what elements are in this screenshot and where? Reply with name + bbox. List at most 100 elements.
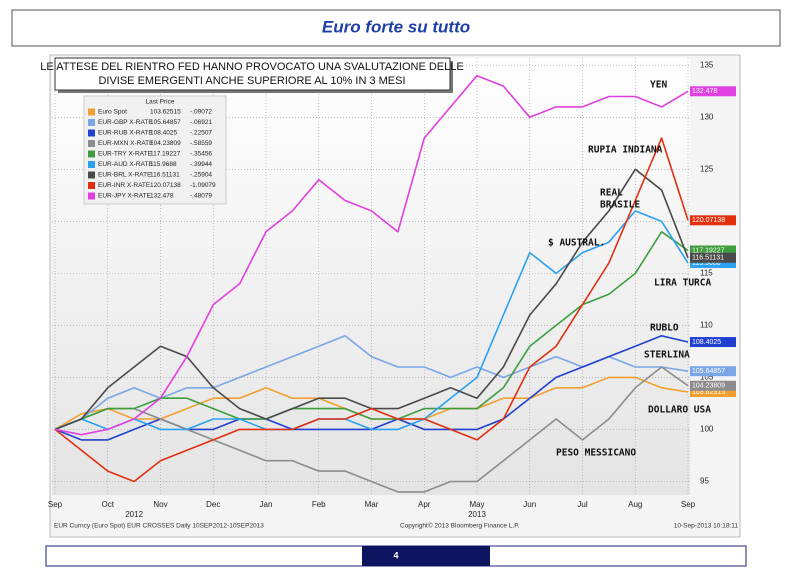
x-tick-label: Jan (260, 500, 273, 509)
page-number: 4 (393, 550, 398, 560)
legend-swatch (88, 129, 95, 137)
legend-name: EUR-JPY X-RATE (98, 193, 152, 200)
legend-change: -.22507 (190, 130, 212, 137)
legend-last: 115.9688 (150, 161, 177, 168)
x-tick-label: Aug (628, 500, 642, 509)
legend-last: 108.4025 (150, 130, 177, 137)
footer-right: 10-Sep-2013 10:18:11 (674, 523, 739, 530)
last-price-label: 108.4025 (692, 339, 721, 346)
annotation: YEN (650, 80, 667, 91)
legend-last: 116.51131 (150, 172, 180, 179)
last-price-box (690, 380, 736, 391)
x-tick-label: Jun (523, 500, 536, 509)
series-line (54, 137, 689, 483)
year-label: 2013 (468, 510, 486, 519)
legend-change: -.48079 (190, 193, 212, 200)
legend-name: EUR-MXN X-RATE (98, 140, 154, 147)
legend-last: 103.62515 (150, 109, 181, 116)
y-tick-label: 105 (700, 373, 714, 382)
annotation: REAL (600, 188, 623, 199)
annotation: RUPIA INDIANA (588, 145, 663, 156)
x-tick-label: Apr (418, 500, 431, 509)
x-tick-label: Sep (681, 500, 696, 509)
callout-line: LE ATTESE DEL RIENTRO FED HANNO PROVOCAT… (40, 61, 463, 73)
legend-swatch (88, 108, 95, 116)
last-price-box (690, 257, 736, 268)
legend-swatch (88, 150, 95, 158)
last-price-box (690, 86, 736, 97)
legend-last: 105.64857 (150, 119, 181, 126)
legend-name: EUR-AUD X-RATE (98, 161, 153, 168)
x-tick-label: May (469, 500, 484, 509)
legend-change: -.09072 (190, 109, 212, 116)
legend-change: -.39944 (190, 161, 212, 168)
y-tick-label: 125 (700, 164, 714, 173)
last-price-box (690, 366, 736, 377)
legend-swatch (88, 140, 95, 147)
annotation: STERLINA (644, 350, 690, 361)
annotation: PESO MESSICANO (556, 448, 636, 459)
legend-name: EUR-RUB X-RATE (98, 130, 153, 137)
last-price-label: 116.51131 (692, 255, 724, 262)
annotation: DOLLARO USA (648, 405, 711, 416)
last-price-label: 105.64857 (692, 368, 725, 375)
year-label: 2012 (125, 510, 143, 519)
legend-name: EUR-GBP X-RATE (98, 119, 153, 126)
x-tick-label: Oct (102, 500, 115, 509)
series-line (54, 366, 689, 493)
legend-box (83, 95, 227, 205)
y-tick-label: 115 (700, 268, 713, 277)
x-tick-label: Mar (365, 500, 379, 509)
y-tick-label: 110 (700, 321, 713, 330)
legend-last: 120.07138 (150, 182, 181, 189)
legend-last: 117.19227 (150, 151, 181, 158)
slide-title: Euro forte su tutto (322, 17, 470, 36)
legend-last: 104.23809 (150, 140, 181, 147)
legend-swatch (88, 161, 95, 168)
last-price-box (690, 386, 736, 397)
last-price-label: 117.19227 (692, 247, 725, 254)
y-tick-label: 130 (700, 112, 714, 121)
legend-name: EUR-BRL X-RATE (98, 172, 152, 179)
last-price-label: 104.23809 (692, 383, 725, 390)
y-tick-label: 100 (700, 425, 714, 434)
last-price-box (690, 252, 736, 263)
legend-name: EUR-TRY X-RATE (98, 151, 152, 158)
legend-change: -.06921 (190, 119, 212, 126)
series-line (54, 74, 689, 436)
x-tick-label: Dec (206, 500, 220, 509)
annotation: $ AUSTRAL. (548, 238, 605, 249)
series-lines (54, 74, 689, 493)
last-price-label: 103.62515 (692, 389, 725, 396)
x-tick-label: Feb (312, 500, 326, 509)
legend-swatch (88, 171, 95, 179)
series-line (54, 210, 689, 431)
x-tick-label: Jul (577, 500, 587, 509)
legend-swatch (88, 182, 95, 189)
callout-line: DIVISE EMERGENTI ANCHE SUPERIORE AL 10% … (98, 75, 405, 87)
legend-change: -.25904 (190, 172, 212, 179)
last-price-box (690, 337, 736, 348)
footer-center: Copyright© 2013 Bloomberg Finance L.P. (400, 522, 520, 530)
footer-left: EUR Curncy (Euro Spot) EUR CROSSES Daily… (54, 523, 264, 530)
x-tick-label: Sep (48, 500, 63, 509)
last-price-label: 115.9688 (692, 260, 721, 267)
x-tick-label: Nov (153, 500, 167, 509)
legend-swatch (88, 119, 95, 126)
legend-header: Last Price (146, 99, 175, 106)
y-tick-label: 135 (700, 60, 714, 69)
callout-box (54, 57, 451, 91)
annotation: LIRA TURCA (654, 278, 711, 289)
title-box (11, 9, 781, 47)
legend-name: EUR-INR X-RATE (98, 182, 151, 189)
annotation: RUBLO (650, 323, 679, 334)
page-number-box (362, 546, 490, 566)
legend-change: -1.09079 (190, 182, 216, 189)
last-price-label: 132.478 (692, 88, 717, 95)
last-price-box (690, 245, 736, 256)
legend-swatch (88, 192, 95, 200)
y-tick-label: 95 (700, 477, 709, 486)
